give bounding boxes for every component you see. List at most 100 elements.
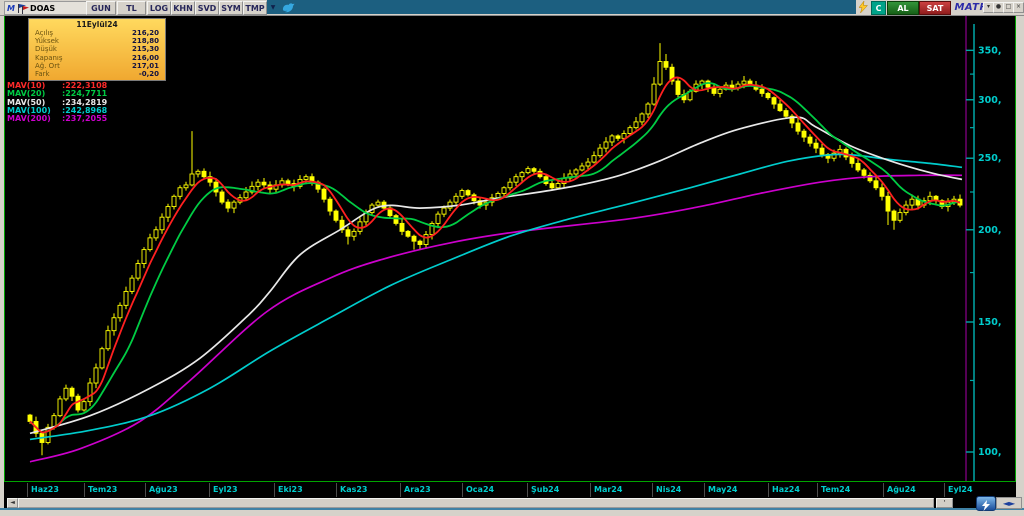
info-value: 217,01 [131,61,159,70]
ohlc-info-box: 11Eylül24 Açılış 216,20 Yüksek 218,80 Düşü… [28,18,166,81]
x-axis-separator [145,483,146,497]
info-label: Ağ. Ort [35,61,60,70]
x-axis-label: Eyl23 [213,485,238,494]
x-axis-separator [27,483,28,497]
info-label: Yüksek [35,37,59,46]
x-axis-label: Şub24 [531,485,560,494]
x-axis-separator [883,483,884,497]
symbol-field[interactable]: M DOAS [4,1,88,15]
x-axis-label: May24 [708,485,738,494]
info-value: 215,30 [131,45,159,54]
ma-legend-value: :224,7711 [62,89,108,99]
toolbar-button-tmp[interactable]: TMP [243,1,267,15]
y-axis-label: 200, [978,225,1001,236]
x-axis-label: Haz24 [772,485,800,494]
candlestick-chart[interactable]: 350, 300, 250, 200, 150, 100, [5,16,1015,481]
x-axis-label: Ara23 [404,485,431,494]
toolbar-button-khn[interactable]: KHN [171,1,195,15]
x-axis-label: Tem24 [821,485,851,494]
x-axis-label: Ağu24 [887,485,916,494]
x-axis-separator [336,483,337,497]
ma-10-line [29,76,961,434]
info-label: Kapanış [35,53,63,62]
ma-legend-label: MAV(20) [7,89,46,99]
info-label: Açılış [35,29,53,37]
sell-button[interactable]: SAT [919,1,951,15]
scrollbar-grip[interactable]: · [936,498,953,508]
ma-legend: MAV(10) :222,3108 MAV(20) :224,7711 MAV(50… [7,81,108,124]
ma-100-line [29,153,963,441]
scrollbar-track[interactable] [18,498,934,508]
toolbar-button-tl[interactable]: TL [117,1,146,15]
x-axis-separator [817,483,818,497]
toolbar: M DOAS GUN TL LOG KHN SVD SYM TMP ▼ C AL… [0,0,1024,16]
ma-20-line [29,82,961,434]
x-axis-separator [527,483,528,497]
m-icon: M [7,3,15,13]
x-axis-separator [944,483,945,497]
x-axis-label: Kas23 [340,485,368,494]
x-axis-separator [84,483,85,497]
x-axis-separator [209,483,210,497]
twitter-icon[interactable] [280,1,296,13]
c-badge-button[interactable]: C [871,1,886,15]
info-box-date: 11Eylül24 [76,20,118,29]
x-axis-label: Mar24 [594,485,623,494]
x-axis-label: Ağu23 [149,485,178,494]
x-axis-strip: Haz23 Tem23 Ağu23 Eyl23 Eki23 Kas23 Ara23 Oca24… [4,482,1016,498]
y-axis-label: 350, [978,45,1001,56]
toolbar-button-sym[interactable]: SYM [219,1,243,15]
lightning-icon[interactable] [857,1,869,13]
toolbar-button-log[interactable]: LOG [147,1,171,15]
ma-200-line [29,174,963,463]
ma-legend-value: :237,2055 [62,114,108,124]
info-label: Fark [35,70,50,79]
window-bottom-frame [0,508,1024,510]
scroll-left-button[interactable]: ◄ [7,498,18,508]
info-value: -0,20 [138,70,159,79]
info-value: 216,20 [131,29,159,37]
info-value: 216,00 [131,53,159,62]
ma-legend-value: :242,8968 [62,105,108,115]
toolbar-button-gun[interactable]: GUN [86,1,116,15]
ma-legend-label: MAV(200) [7,114,51,124]
info-label: Düşük [35,45,57,54]
x-axis-label: Eyl24 [948,485,973,494]
chart-nav-arrows[interactable]: ◄► [996,497,1022,509]
chart-panel[interactable]: 350, 300, 250, 200, 150, 100, 11Eylül24 Açılı… [4,15,1016,482]
ma-legend-label: MAV(100) [7,105,51,115]
x-axis-separator [590,483,591,497]
buy-button[interactable]: AL [887,1,919,15]
horizontal-scrollbar: ◄ · ◄► [4,496,1022,511]
symbol-flag-icon [17,3,29,14]
x-axis-separator [274,483,275,497]
ma-legend-label: MAV(10) [7,81,46,90]
y-axis-label: 250, [978,153,1001,164]
x-axis-label: Tem23 [88,485,118,494]
toolbar-button-svd[interactable]: SVD [195,1,219,15]
y-axis-label: 300, [978,95,1001,106]
matriks-logo-button[interactable] [976,496,996,511]
chevron-down-icon[interactable]: ▼ [270,3,276,11]
ma-50-line [29,116,963,435]
y-axis-label: 100, [978,447,1001,458]
x-axis-label: Haz23 [31,485,59,494]
y-axis-label: 150, [978,317,1001,328]
x-axis-separator [704,483,705,497]
info-value: 218,80 [131,37,159,46]
window-right-frame [1017,15,1024,508]
symbol-label: DOAS [29,3,56,13]
x-axis-separator [652,483,653,497]
matriks-logo-icon [982,500,990,511]
ma-legend-value: :222,3108 [62,81,108,90]
window-caption-bar [267,0,856,14]
ma-legend-label: MAV(50) [7,97,46,107]
x-axis-label: Nis24 [656,485,682,494]
x-axis-label: Oca24 [466,485,495,494]
x-axis-separator [768,483,769,497]
candles [27,43,963,456]
x-axis-label: Eki23 [278,485,303,494]
x-axis-separator [462,483,463,497]
ma-legend-value: :234,2819 [62,97,108,107]
window-close-button[interactable]: × [1013,2,1024,13]
